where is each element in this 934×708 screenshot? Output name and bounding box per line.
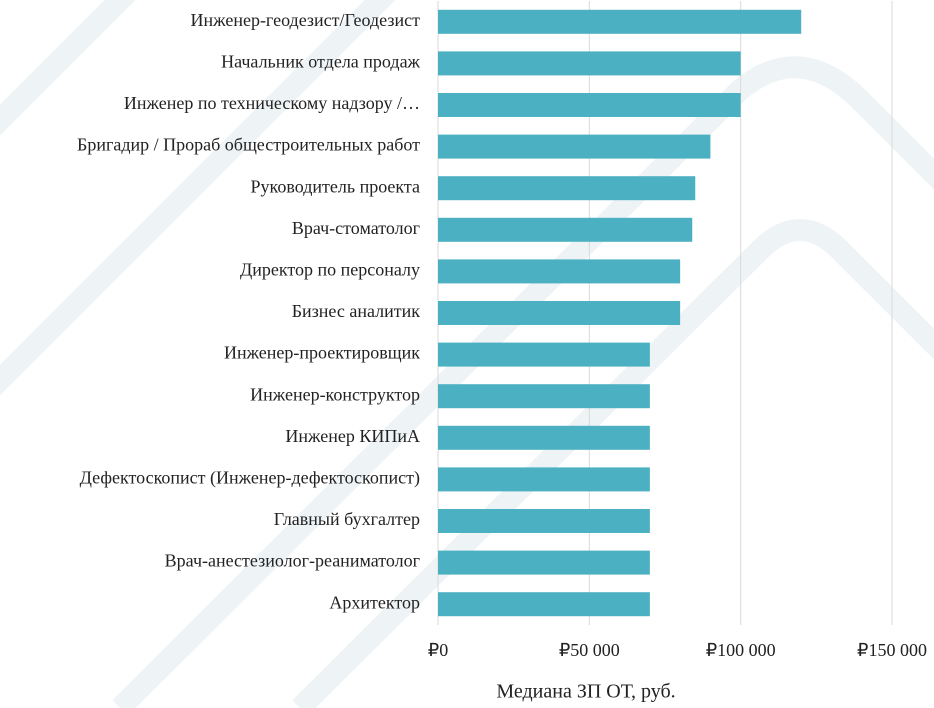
bar bbox=[438, 592, 650, 617]
y-tick-label: Врач-анестезиолог-реаниматолог bbox=[165, 551, 420, 571]
bar bbox=[438, 467, 650, 492]
y-tick-label: Дефектоскопист (Инженер-дефектоскопист) bbox=[80, 468, 420, 489]
y-tick-label: Бизнес аналитик bbox=[292, 301, 421, 321]
y-tick-label: Инженер-проектировщик bbox=[224, 343, 420, 363]
x-tick-label: ₽50 000 bbox=[559, 640, 620, 660]
bar bbox=[438, 176, 696, 201]
y-tick-label: Инженер КИПиА bbox=[285, 426, 420, 446]
bar bbox=[438, 425, 650, 450]
y-tick-label: Инженер-конструктор bbox=[250, 384, 420, 404]
y-tick-label: Главный бухгалтер bbox=[274, 509, 420, 529]
y-tick-label: Инженер-геодезист/Геодезист bbox=[191, 10, 421, 30]
bar bbox=[438, 134, 711, 159]
bar bbox=[438, 509, 650, 533]
y-tick-label: Руководитель проекта bbox=[251, 176, 420, 196]
y-tick-label: Директор по персоналу bbox=[240, 260, 420, 280]
bar bbox=[438, 550, 650, 575]
x-tick-label: ₽150 000 bbox=[857, 640, 927, 660]
bar bbox=[438, 301, 681, 325]
x-axis-title: Медиана ЗП ОТ, руб. bbox=[496, 681, 675, 703]
bar bbox=[438, 217, 693, 242]
x-tick-label: ₽100 000 bbox=[706, 640, 776, 660]
bar bbox=[438, 9, 802, 34]
y-tick-label: Бригадир / Прораб общестроительных работ bbox=[77, 135, 420, 155]
bar bbox=[438, 384, 650, 409]
bar bbox=[438, 342, 650, 367]
y-tick-label: Инженер по техническому надзору /… bbox=[124, 93, 420, 113]
y-tick-label: Начальник отдела продаж bbox=[221, 52, 420, 72]
y-tick-label: Архитектор bbox=[329, 592, 420, 612]
bar bbox=[438, 93, 741, 117]
x-tick-label: ₽0 bbox=[428, 640, 448, 660]
bar bbox=[438, 51, 741, 76]
bar bbox=[438, 259, 681, 284]
y-tick-label: Врач-стоматолог bbox=[292, 218, 420, 238]
